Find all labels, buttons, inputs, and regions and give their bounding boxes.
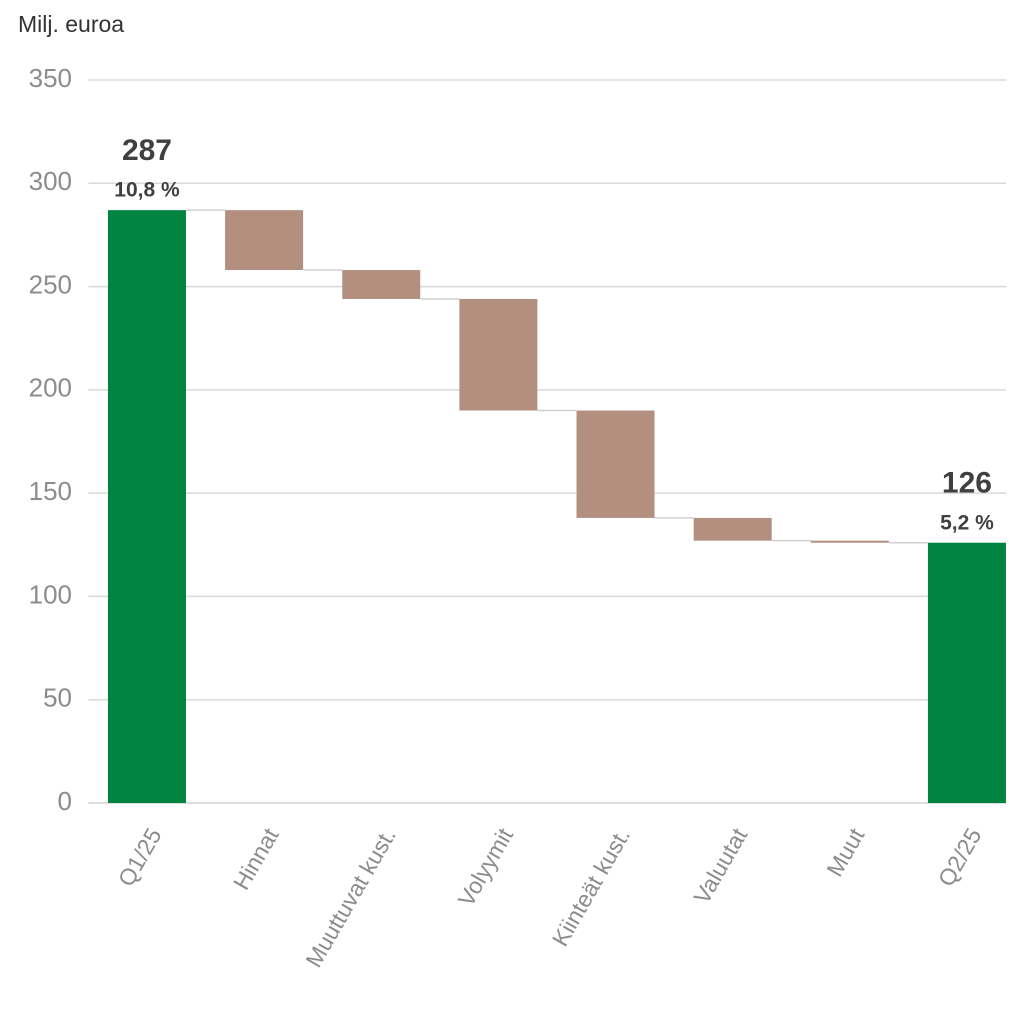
bar [576,410,655,518]
bar [107,210,186,803]
y-tick-label: 300 [29,166,72,196]
value-label: 287 [122,134,172,167]
bar [459,298,538,411]
chart-title: Milj. euroa [18,11,124,37]
x-tick-label: Kiinteät kust. [547,824,635,951]
x-tick-label: Muut [821,823,869,881]
x-tick-label: Volyymit [453,823,519,911]
y-tick-label: 250 [29,269,72,299]
bar [693,517,772,541]
bar [810,540,889,543]
y-tick-label: 350 [29,63,72,93]
y-tick-label: 100 [29,579,72,609]
x-tick-label: Valuutat [688,823,752,908]
y-tick-label: 200 [29,373,72,403]
value-sublabel: 5,2 % [940,511,994,534]
value-label: 126 [942,467,992,500]
bar [927,542,1006,803]
bar [342,270,421,299]
x-tick-label: Q2/25 [933,824,987,891]
x-tick-label: Q1/25 [113,824,167,891]
y-tick-label: 0 [58,786,72,816]
value-sublabel: 10,8 % [114,179,180,202]
bar [225,210,304,271]
x-tick-label: Muuttuvat kust. [300,824,401,972]
y-tick-label: 50 [43,683,72,713]
y-tick-label: 150 [29,476,72,506]
x-tick-label: Hinnat [228,823,284,894]
